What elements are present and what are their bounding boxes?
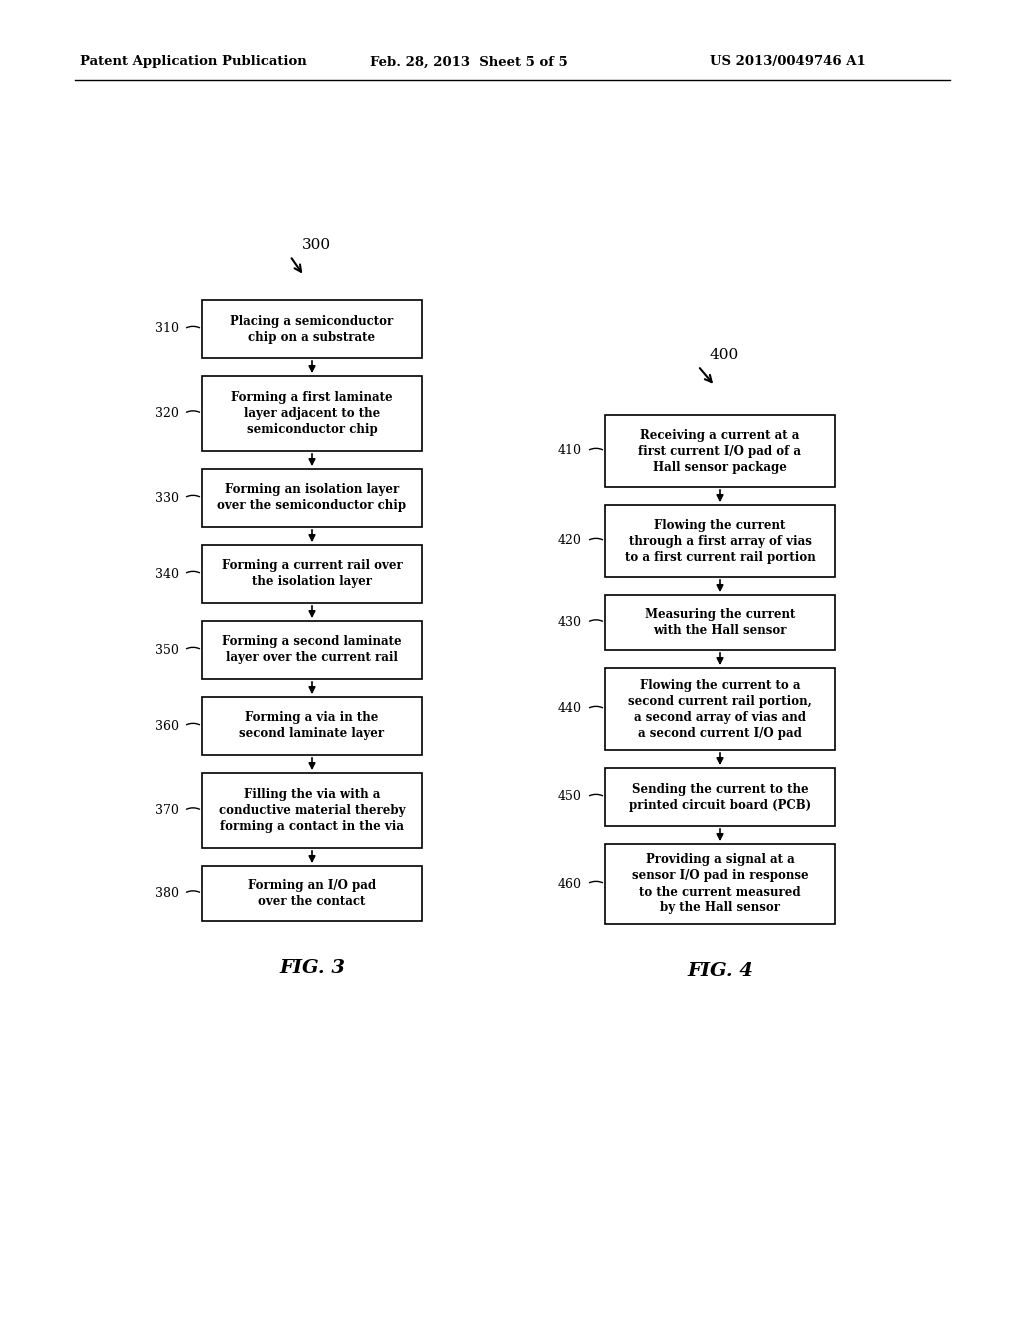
Text: Forming an I/O pad
over the contact: Forming an I/O pad over the contact [248, 879, 376, 908]
Bar [605, 768, 835, 826]
Text: Forming a second laminate
layer over the current rail: Forming a second laminate layer over the… [222, 635, 401, 664]
Text: 360: 360 [155, 719, 179, 733]
Text: Forming a current rail over
the isolation layer: Forming a current rail over the isolatio… [221, 560, 402, 589]
Text: Providing a signal at a
sensor I/O pad in response
to the current measured
by th: Providing a signal at a sensor I/O pad i… [632, 854, 808, 915]
Text: 400: 400 [710, 348, 739, 362]
Bar [202, 469, 422, 527]
Text: Sending the current to the
printed circuit board (PCB): Sending the current to the printed circu… [629, 783, 811, 812]
Text: Filling the via with a
conductive material thereby
forming a contact in the via: Filling the via with a conductive materi… [219, 788, 406, 833]
Text: 330: 330 [155, 491, 179, 504]
Bar [605, 843, 835, 924]
Text: FIG. 3: FIG. 3 [279, 960, 345, 977]
Text: US 2013/0049746 A1: US 2013/0049746 A1 [710, 55, 865, 69]
Text: Receiving a current at a
first current I/O pad of a
Hall sensor package: Receiving a current at a first current I… [639, 429, 802, 474]
Text: Forming an isolation layer
over the semiconductor chip: Forming an isolation layer over the semi… [217, 483, 407, 512]
Bar [605, 506, 835, 577]
Text: Measuring the current
with the Hall sensor: Measuring the current with the Hall sens… [645, 609, 796, 638]
Bar [202, 774, 422, 847]
Text: 320: 320 [155, 407, 179, 420]
Text: Feb. 28, 2013  Sheet 5 of 5: Feb. 28, 2013 Sheet 5 of 5 [370, 55, 567, 69]
Text: Placing a semiconductor
chip on a substrate: Placing a semiconductor chip on a substr… [230, 314, 393, 343]
Text: Forming a first laminate
layer adjacent to the
semiconductor chip: Forming a first laminate layer adjacent … [231, 391, 393, 436]
Text: 370: 370 [155, 804, 179, 817]
Bar [605, 414, 835, 487]
Text: 460: 460 [558, 878, 582, 891]
Bar [202, 300, 422, 358]
Bar [605, 595, 835, 649]
Text: 430: 430 [558, 616, 582, 630]
Text: 410: 410 [558, 445, 582, 458]
Text: 420: 420 [558, 535, 582, 548]
Text: 350: 350 [155, 644, 179, 656]
Text: 300: 300 [302, 238, 331, 252]
Text: Forming a via in the
second laminate layer: Forming a via in the second laminate lay… [240, 711, 385, 741]
Bar [202, 376, 422, 451]
Text: Flowing the current
through a first array of vias
to a first current rail portio: Flowing the current through a first arra… [625, 519, 815, 564]
Text: 450: 450 [558, 791, 582, 804]
Text: Flowing the current to a
second current rail portion,
a second array of vias and: Flowing the current to a second current … [628, 678, 812, 739]
Text: FIG. 4: FIG. 4 [687, 962, 753, 979]
Text: 310: 310 [155, 322, 179, 335]
Bar [202, 545, 422, 603]
Bar [202, 697, 422, 755]
Text: 440: 440 [558, 702, 582, 715]
Bar [605, 668, 835, 750]
Text: 340: 340 [155, 568, 179, 581]
Text: 380: 380 [155, 887, 179, 900]
Bar [202, 866, 422, 921]
Text: Patent Application Publication: Patent Application Publication [80, 55, 307, 69]
Bar [202, 620, 422, 678]
